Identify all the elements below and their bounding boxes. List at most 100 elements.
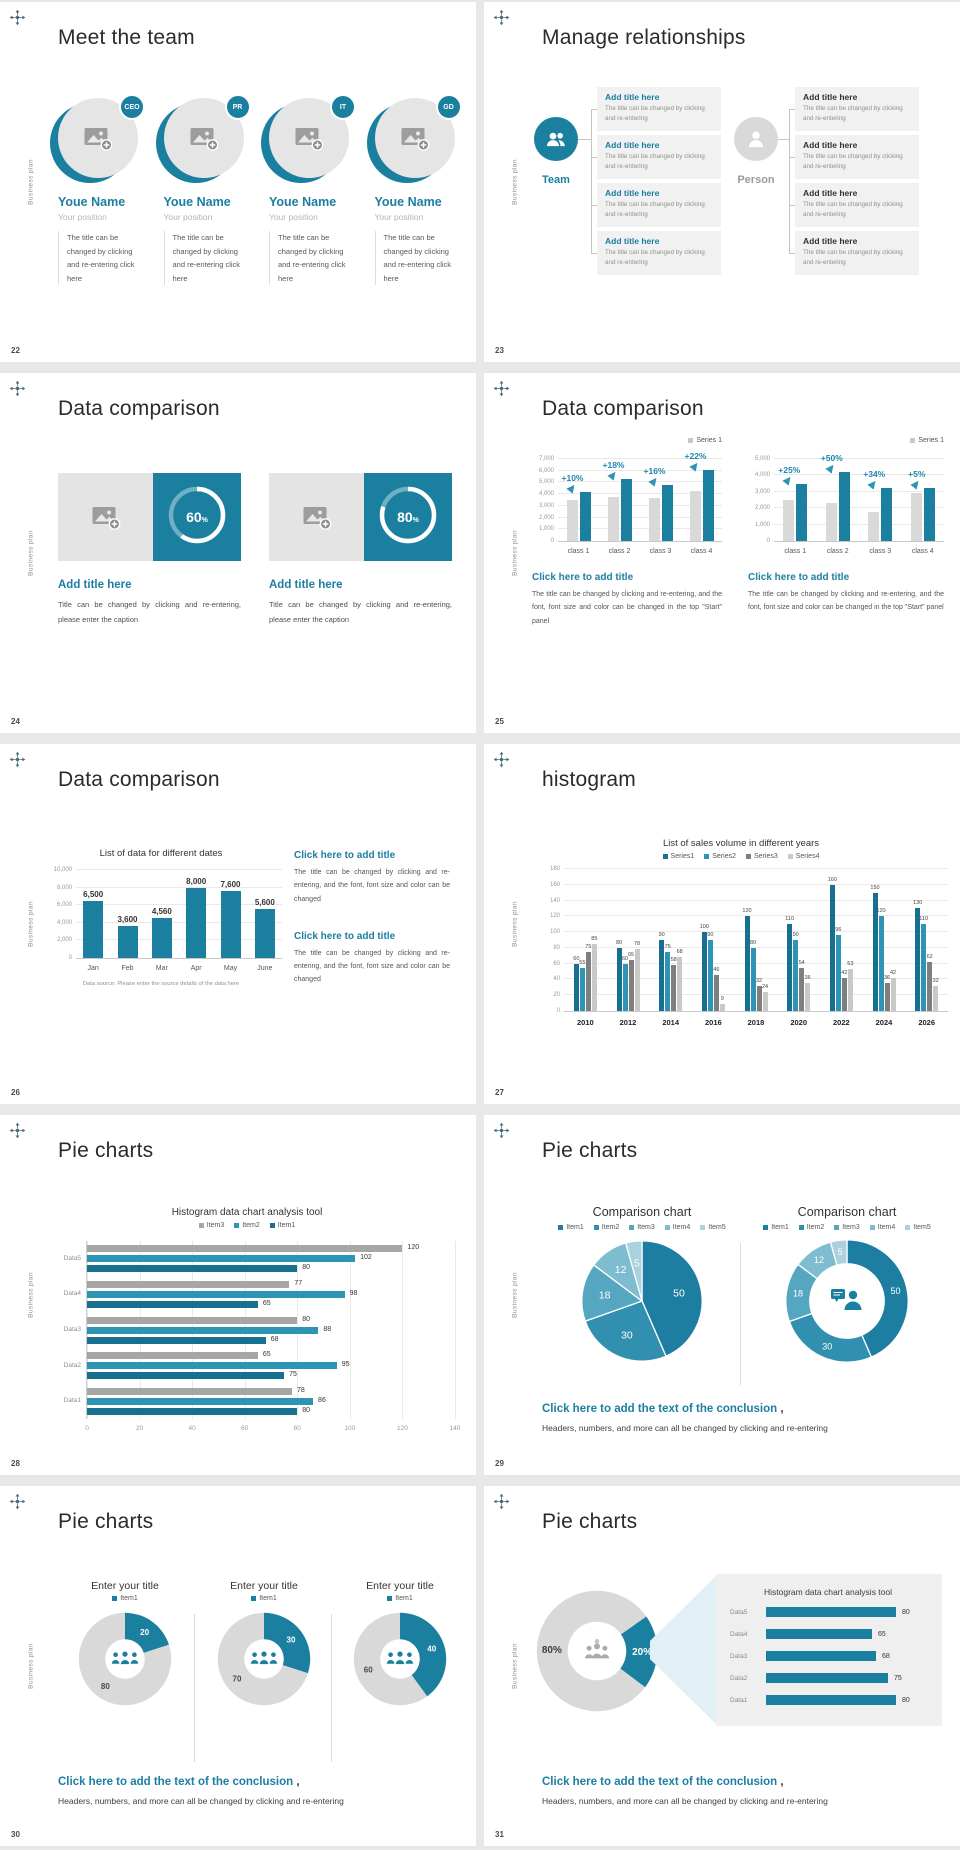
member-position: Your position xyxy=(163,212,213,222)
panel-bar-value: 80 xyxy=(902,1608,910,1616)
value-label: 75 xyxy=(664,943,671,950)
bar xyxy=(585,951,591,1011)
image-placeholder-icon xyxy=(302,504,332,530)
member-photo-placeholder: PR xyxy=(163,94,251,178)
sidebar-vertical-text: Business plan xyxy=(27,901,35,947)
value-label: 3,600 xyxy=(117,915,138,925)
legend-swatch xyxy=(787,853,793,859)
arrow-icon xyxy=(565,482,578,494)
member-description: The title can be changed by clicking and… xyxy=(163,231,252,285)
slide-28[interactable]: Business plan 28 Pie charts Histogram da… xyxy=(0,1115,476,1475)
x-axis-label: 2026 xyxy=(918,1018,935,1027)
note-title: Click here to add title xyxy=(748,572,850,583)
svg-text:40: 40 xyxy=(427,1645,436,1654)
donut-chart: 50 30 18 12 5 xyxy=(785,1239,909,1363)
gridline xyxy=(564,883,948,885)
page-title: histogram xyxy=(542,768,637,791)
conclusion: Click here to add the text of the conclu… xyxy=(542,1772,942,1806)
page-title: Manage relationships xyxy=(542,26,746,49)
value-label: 80 xyxy=(749,939,757,946)
bar xyxy=(87,1397,314,1405)
legend-item: Item1 xyxy=(763,1224,789,1231)
member-name: Youe Name xyxy=(163,195,231,209)
y-axis-tick: 1,000 xyxy=(538,526,554,533)
slide-rail: Business plan 24 xyxy=(0,373,46,733)
y-axis-tick: 8,000 xyxy=(56,884,72,891)
info-box-title: Add title here xyxy=(605,236,660,246)
chart-title: List of sales volume in different years xyxy=(662,838,820,849)
card-title: Add title here xyxy=(58,579,132,591)
conclusion-comma: , xyxy=(777,1403,784,1415)
value-label: 150 xyxy=(870,884,880,891)
conclusion-body: Headers, numbers, and more can all be ch… xyxy=(542,1796,828,1806)
slide-31[interactable]: Business plan 31 Pie charts 20% 80% Histog… xyxy=(484,1486,960,1846)
svg-text:20%: 20% xyxy=(632,1647,652,1658)
slide-30[interactable]: Business plan 30 Pie charts Enter your t… xyxy=(0,1486,476,1846)
team-members: CEO Youe Name Your position The title can b… xyxy=(58,94,466,285)
panel-bar xyxy=(766,1651,876,1661)
slide-22[interactable]: Business plan 22 Meet the team CEO Youe N… xyxy=(0,2,476,362)
slide-26[interactable]: Business plan 26 Data comparison List of… xyxy=(0,744,476,1104)
member-photo-placeholder: GD xyxy=(374,94,462,178)
y-axis-tick: 5,000 xyxy=(754,456,770,462)
slide-24[interactable]: Business plan 24 Data comparison 60% Add … xyxy=(0,373,476,733)
connector-line xyxy=(591,253,597,254)
chart-caption: Data source: Please enter the source det… xyxy=(82,981,240,987)
arrow-icon xyxy=(647,475,660,487)
bar xyxy=(607,496,619,541)
legend-swatch xyxy=(798,1224,804,1230)
slide-25[interactable]: Business plan 25 Data comparison Series … xyxy=(484,373,960,733)
info-box: Add title here The title can be changed b… xyxy=(597,231,721,275)
legend-item: Item4 xyxy=(869,1224,895,1231)
growth-label: +18% xyxy=(602,459,625,470)
gridline xyxy=(564,899,948,901)
bar xyxy=(783,500,795,541)
bar xyxy=(671,965,677,1011)
svg-text:50: 50 xyxy=(673,1287,685,1299)
legend-item: Series 1 xyxy=(910,437,944,444)
slide-number: 27 xyxy=(495,1088,504,1097)
connector-line xyxy=(591,109,592,254)
page-title: Data comparison xyxy=(58,397,220,420)
page-title: Pie charts xyxy=(542,1510,638,1533)
image-placeholder-icon xyxy=(375,98,455,178)
value-label: 24 xyxy=(761,984,769,991)
card-body: Title can be changed by clicking and re-… xyxy=(58,600,241,624)
bar xyxy=(616,947,622,1011)
value-label: 96 xyxy=(835,927,842,934)
bar xyxy=(87,1336,266,1344)
gridline xyxy=(558,493,722,495)
slide-number: 26 xyxy=(11,1088,20,1097)
member-badge: GD xyxy=(435,94,462,120)
member-name: Youe Name xyxy=(269,195,337,209)
legend-swatch xyxy=(664,1224,670,1230)
legend-swatch xyxy=(662,853,668,859)
slide-29[interactable]: Business plan 29 Pie charts Comparison c… xyxy=(484,1115,960,1475)
gauge-ring xyxy=(377,484,439,551)
compass-icon xyxy=(493,9,510,26)
y-axis-tick: 4,000 xyxy=(754,472,770,479)
chart-legend: Item1 xyxy=(338,1595,462,1602)
comparison-chart-block: Comparison chart Item1 Item2 Item3 Item4 Item… xyxy=(746,1205,948,1367)
x-axis-tick: 0 xyxy=(85,1425,89,1432)
percent-gauge: 60% xyxy=(153,473,241,561)
slide-27[interactable]: Business plan 27 histogram List of sales… xyxy=(484,744,960,1104)
compass-icon xyxy=(9,1122,26,1139)
note-body: The title can be changed by clicking and… xyxy=(294,869,450,903)
slide-23[interactable]: Business plan 23 Manage relationships Te… xyxy=(484,2,960,362)
x-axis-label: class 3 xyxy=(869,548,892,555)
x-axis-label: class 3 xyxy=(649,548,672,555)
value-label: 100 xyxy=(699,924,709,931)
x-axis-tick: 120 xyxy=(396,1425,408,1432)
panel-bar-value: 65 xyxy=(878,1630,886,1638)
page-title: Data comparison xyxy=(58,768,220,791)
svg-text:5: 5 xyxy=(838,1247,843,1257)
sidebar-vertical-text: Business plan xyxy=(27,159,35,205)
connector-line xyxy=(591,205,597,206)
x-axis-label: class 1 xyxy=(567,548,590,555)
legend-item: Item3 xyxy=(198,1222,224,1229)
page-title: Data comparison xyxy=(542,397,704,420)
bar xyxy=(890,977,896,1011)
x-axis-label: class 2 xyxy=(608,548,631,555)
